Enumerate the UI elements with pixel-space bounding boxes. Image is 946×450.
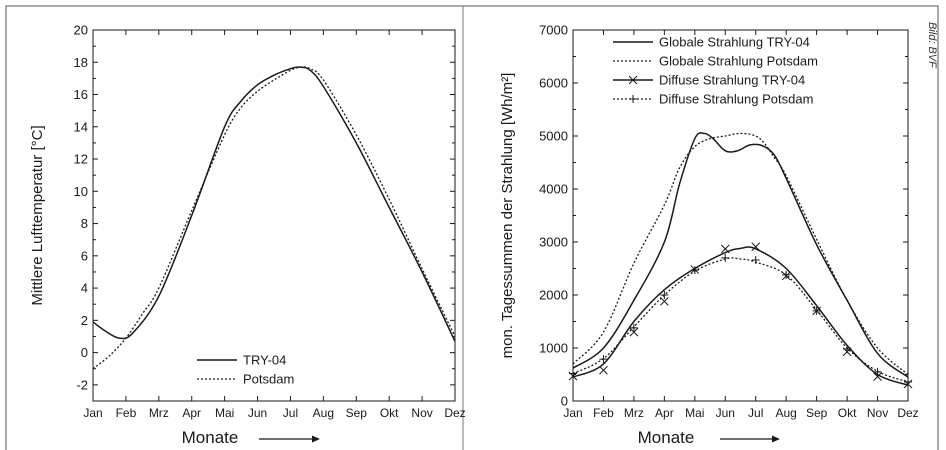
series-marker-plus <box>843 345 852 354</box>
series-line <box>573 246 908 386</box>
series-marker-x <box>751 242 761 252</box>
y-tick-label: 20 <box>74 23 88 38</box>
series-marker-x <box>873 372 882 381</box>
y-tick-label: 0 <box>81 345 88 360</box>
series-marker-plus <box>660 291 669 299</box>
series-marker-x <box>720 244 730 254</box>
y-tick-label: 6000 <box>539 76 568 91</box>
y-axis-label: Mittlere Lufttemperatur [°C] <box>29 125 46 305</box>
x-tick-label: Jul <box>748 406 763 420</box>
x-axis-label: Monate <box>638 428 695 447</box>
plot-frame <box>92 29 456 402</box>
legend-marker-plus <box>629 95 637 103</box>
series-marker-plus <box>751 256 760 265</box>
y-tick-label: 3000 <box>539 235 568 250</box>
x-tick-label: Jul <box>283 406 298 420</box>
legend-label: Globale Strahlung TRY-04 <box>659 35 810 50</box>
y-tick-label: 18 <box>74 55 88 70</box>
series-marker-plus <box>782 270 791 279</box>
y-tick-label: 0 <box>561 394 568 409</box>
legend-label: TRY-04 <box>243 353 286 368</box>
x-tick-label: Jun <box>248 406 267 420</box>
legend-label: Globale Strahlung Potsdam <box>659 54 818 69</box>
radiation-chart: 0 1000 2000 3000 4000 5000 6000 7000 Jan Feb Mrz Ap… <box>499 23 919 448</box>
series-line <box>93 66 455 342</box>
x-tick-label: Sep <box>346 406 368 420</box>
x-tick-label: Nov <box>867 406 888 420</box>
y-tick-label: 12 <box>74 152 88 167</box>
x-tick-label: Feb <box>593 406 614 420</box>
x-axis-arrowhead <box>312 435 320 443</box>
x-axis-label: Monate <box>182 428 239 447</box>
series-line <box>93 66 455 370</box>
x-tick-label: Aug <box>776 406 797 420</box>
series-marker-plus <box>599 355 608 364</box>
series-line <box>573 132 908 378</box>
x-tick-label: Jun <box>716 406 735 420</box>
y-tick-label: 6 <box>81 248 88 263</box>
x-tick-label: Dez <box>897 406 918 420</box>
legend-label: Diffuse Strahlung Potsdam <box>659 92 813 107</box>
y-tick-label: 1000 <box>539 341 568 356</box>
x-tick-label: Jan <box>83 406 102 420</box>
y-tick-label: 16 <box>74 87 88 102</box>
series-marker-plus <box>812 306 821 315</box>
x-tick-label: Mai <box>685 406 704 420</box>
x-tick-label: Dez <box>444 406 465 420</box>
x-tick-label: Feb <box>116 406 137 420</box>
y-tick-label: 5000 <box>539 129 568 144</box>
series-marker-plus <box>690 266 699 275</box>
x-axis-arrowhead <box>772 435 780 443</box>
y-tick-label: 10 <box>74 184 88 199</box>
series-marker-plus <box>873 367 882 376</box>
series-marker-plus <box>904 377 912 386</box>
y-tick-label: 7000 <box>539 23 568 38</box>
y-tick-label: 4000 <box>539 182 568 197</box>
legend-marker-x <box>628 75 638 85</box>
y-tick-label: 2 <box>81 313 88 328</box>
series-marker-plus <box>629 323 638 332</box>
x-tick-label: Okt <box>380 406 399 420</box>
x-tick-label: Okt <box>838 406 857 420</box>
y-tick-label: 2000 <box>539 288 568 303</box>
x-tick-label: Nov <box>411 406 432 420</box>
y-tick-label: -2 <box>76 377 88 392</box>
legend-label: Diffuse Strahlung TRY-04 <box>659 73 805 88</box>
y-tick-label: 14 <box>74 119 88 134</box>
x-tick-label: Mrz <box>624 406 644 420</box>
temperature-chart: -2 0 2 4 6 8 10 12 14 16 18 20 Jan Feb Mrz Apr Mai Jun Jul… <box>29 23 466 448</box>
x-tick-label: Aug <box>313 406 334 420</box>
series-marker-x <box>660 297 669 306</box>
x-tick-label: Apr <box>655 406 674 420</box>
series-marker-x <box>599 365 608 375</box>
x-tick-label: Apr <box>182 406 201 420</box>
y-tick-label: 8 <box>81 216 88 231</box>
series-marker-plus <box>721 253 730 262</box>
x-tick-label: Mrz <box>149 406 169 420</box>
image-frame <box>5 5 939 450</box>
series-marker-plus <box>569 369 577 378</box>
series-marker-x <box>629 327 639 337</box>
y-tick-label: 4 <box>81 281 88 296</box>
series-line <box>573 132 908 375</box>
y-axis-label: mon. Tagessummen der Strahlung [Wh/m²] <box>499 73 516 359</box>
image-credit: Bild: BVF <box>926 22 938 69</box>
x-tick-label: Mai <box>215 406 234 420</box>
x-tick-label: Jan <box>563 406 582 420</box>
legend-label: Potsdam <box>243 372 294 387</box>
x-tick-label: Sep <box>806 406 828 420</box>
